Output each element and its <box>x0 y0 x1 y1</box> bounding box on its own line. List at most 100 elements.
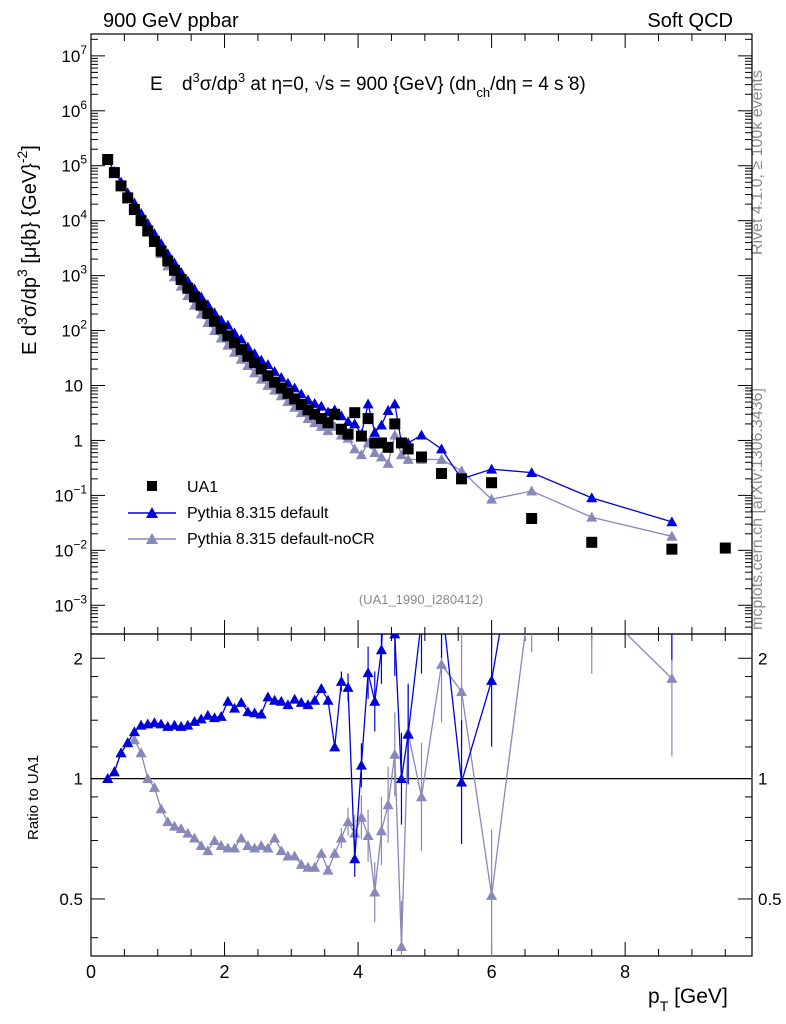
y-tick-label: 105 <box>61 153 87 176</box>
nocr-ratio-point <box>162 816 174 827</box>
ua1-point <box>269 376 281 388</box>
nocr-point <box>486 493 498 504</box>
default-point <box>375 419 387 430</box>
default-point <box>416 429 427 440</box>
ua1-point <box>322 417 334 429</box>
ua1-point <box>188 291 200 303</box>
ua1-point <box>456 473 468 485</box>
y-tick-label: 106 <box>61 98 87 121</box>
nocr-ratio-point <box>395 941 407 952</box>
default-ratio-point <box>456 776 468 787</box>
default-ratio-point <box>222 695 234 706</box>
default-ratio-point <box>395 773 407 784</box>
nocr-ratio-point <box>309 861 321 872</box>
default-point <box>666 516 678 527</box>
default-ratio-point <box>115 747 127 758</box>
nocr-point <box>302 413 314 423</box>
ua1-point <box>362 413 374 425</box>
nocr-point <box>309 417 321 428</box>
ratio-tick-label-right: 0.5 <box>758 890 782 909</box>
default-ratio-point <box>255 708 267 719</box>
ua1-point <box>182 282 194 294</box>
legend: UA1 Pythia 8.315 default Pythia 8.315 de… <box>128 479 375 548</box>
ratio-tick-label-right: 2 <box>758 649 767 668</box>
default-ratio-point <box>229 702 241 713</box>
ua1-point <box>235 344 247 356</box>
ua1-point <box>242 350 254 362</box>
y-tick-label: 10−3 <box>54 592 87 615</box>
ua1-point <box>666 543 678 555</box>
default-point <box>362 398 374 409</box>
ratio-tick-label: 0.5 <box>59 890 83 909</box>
default-ratio-point <box>148 717 160 728</box>
ua1-point <box>168 264 180 276</box>
ua1-point <box>342 428 354 440</box>
collision-label: 900 GeV ppbar <box>103 10 239 32</box>
nocr-ratio-point <box>269 832 281 843</box>
default-ratio-point <box>249 707 261 718</box>
nocr-ratio-point <box>195 840 207 850</box>
ua1-point <box>262 370 274 382</box>
nocr-ratio-point <box>456 686 468 697</box>
y-tick-label: 103 <box>61 263 87 286</box>
nocr-ratio-point <box>329 847 341 858</box>
category-label: Soft QCD <box>647 10 733 32</box>
ua1-point <box>142 225 154 237</box>
default-ratio-point <box>275 695 287 706</box>
ua1-point <box>115 180 127 192</box>
nocr-ratio-point <box>416 791 427 802</box>
default-point <box>586 492 598 503</box>
nocr-point <box>249 367 261 378</box>
y-tick-label: 10−2 <box>54 537 87 560</box>
ua1-point <box>148 235 160 247</box>
default-point <box>369 426 381 437</box>
nocr-ratio-point <box>229 842 241 853</box>
nocr-point <box>395 449 407 460</box>
default-ratio-point <box>309 694 321 705</box>
nocr-ratio-point <box>362 830 374 841</box>
nocr-point <box>586 511 598 522</box>
nocr-ratio-point <box>148 782 160 792</box>
x-tick-label: 8 <box>620 962 630 982</box>
nocr-ratio-point <box>142 773 154 784</box>
ua1-point <box>719 542 731 554</box>
default-ratio-point <box>262 691 274 702</box>
default-ratio-point <box>188 715 200 726</box>
default-ratio-point <box>235 697 247 707</box>
default-ratio-point <box>315 683 327 693</box>
nocr-ratio-point <box>242 840 254 850</box>
ua1-point <box>289 393 301 405</box>
x-tick-label: 2 <box>220 962 230 982</box>
y-tick-label: 102 <box>61 318 87 341</box>
default-ratio-point <box>369 695 381 706</box>
chart-title: E d3σ/dp3 at η=0, √s = 900 {GeV} (dnch/d… <box>150 70 586 100</box>
ratio-tick-label: 1 <box>74 770 83 789</box>
ua1-point <box>349 407 361 419</box>
default-ratio-point <box>155 718 167 729</box>
nocr-ratio-point <box>666 672 678 683</box>
y-axis-label: E d3σ/dp3 [μ{b} {GeV}-2] <box>14 145 41 355</box>
default-ratio-point <box>362 667 374 678</box>
default-ratio-point <box>289 693 301 704</box>
x-tick-label: 0 <box>86 962 96 982</box>
ua1-point <box>355 430 367 442</box>
ua1-point <box>255 363 267 375</box>
x-tick-label: 4 <box>353 962 363 982</box>
default-ratio-point <box>182 719 194 730</box>
ratio-tick-label-right: 1 <box>758 770 767 789</box>
default-ratio-point <box>102 773 114 784</box>
series-ua1-group <box>102 153 731 555</box>
ua1-point <box>202 307 214 319</box>
nocr-ratio-point <box>349 827 361 838</box>
ua1-point <box>222 330 234 342</box>
default-point <box>389 398 401 409</box>
ua1-point <box>175 274 187 286</box>
ua1-point <box>486 477 498 489</box>
nocr-ratio-point <box>382 799 394 810</box>
default-point <box>342 416 354 427</box>
ua1-point <box>309 408 321 420</box>
legend-label-default: Pythia 8.315 default <box>187 505 329 522</box>
y-tick-label: 10 <box>64 377 83 396</box>
ua1-point <box>295 399 307 411</box>
